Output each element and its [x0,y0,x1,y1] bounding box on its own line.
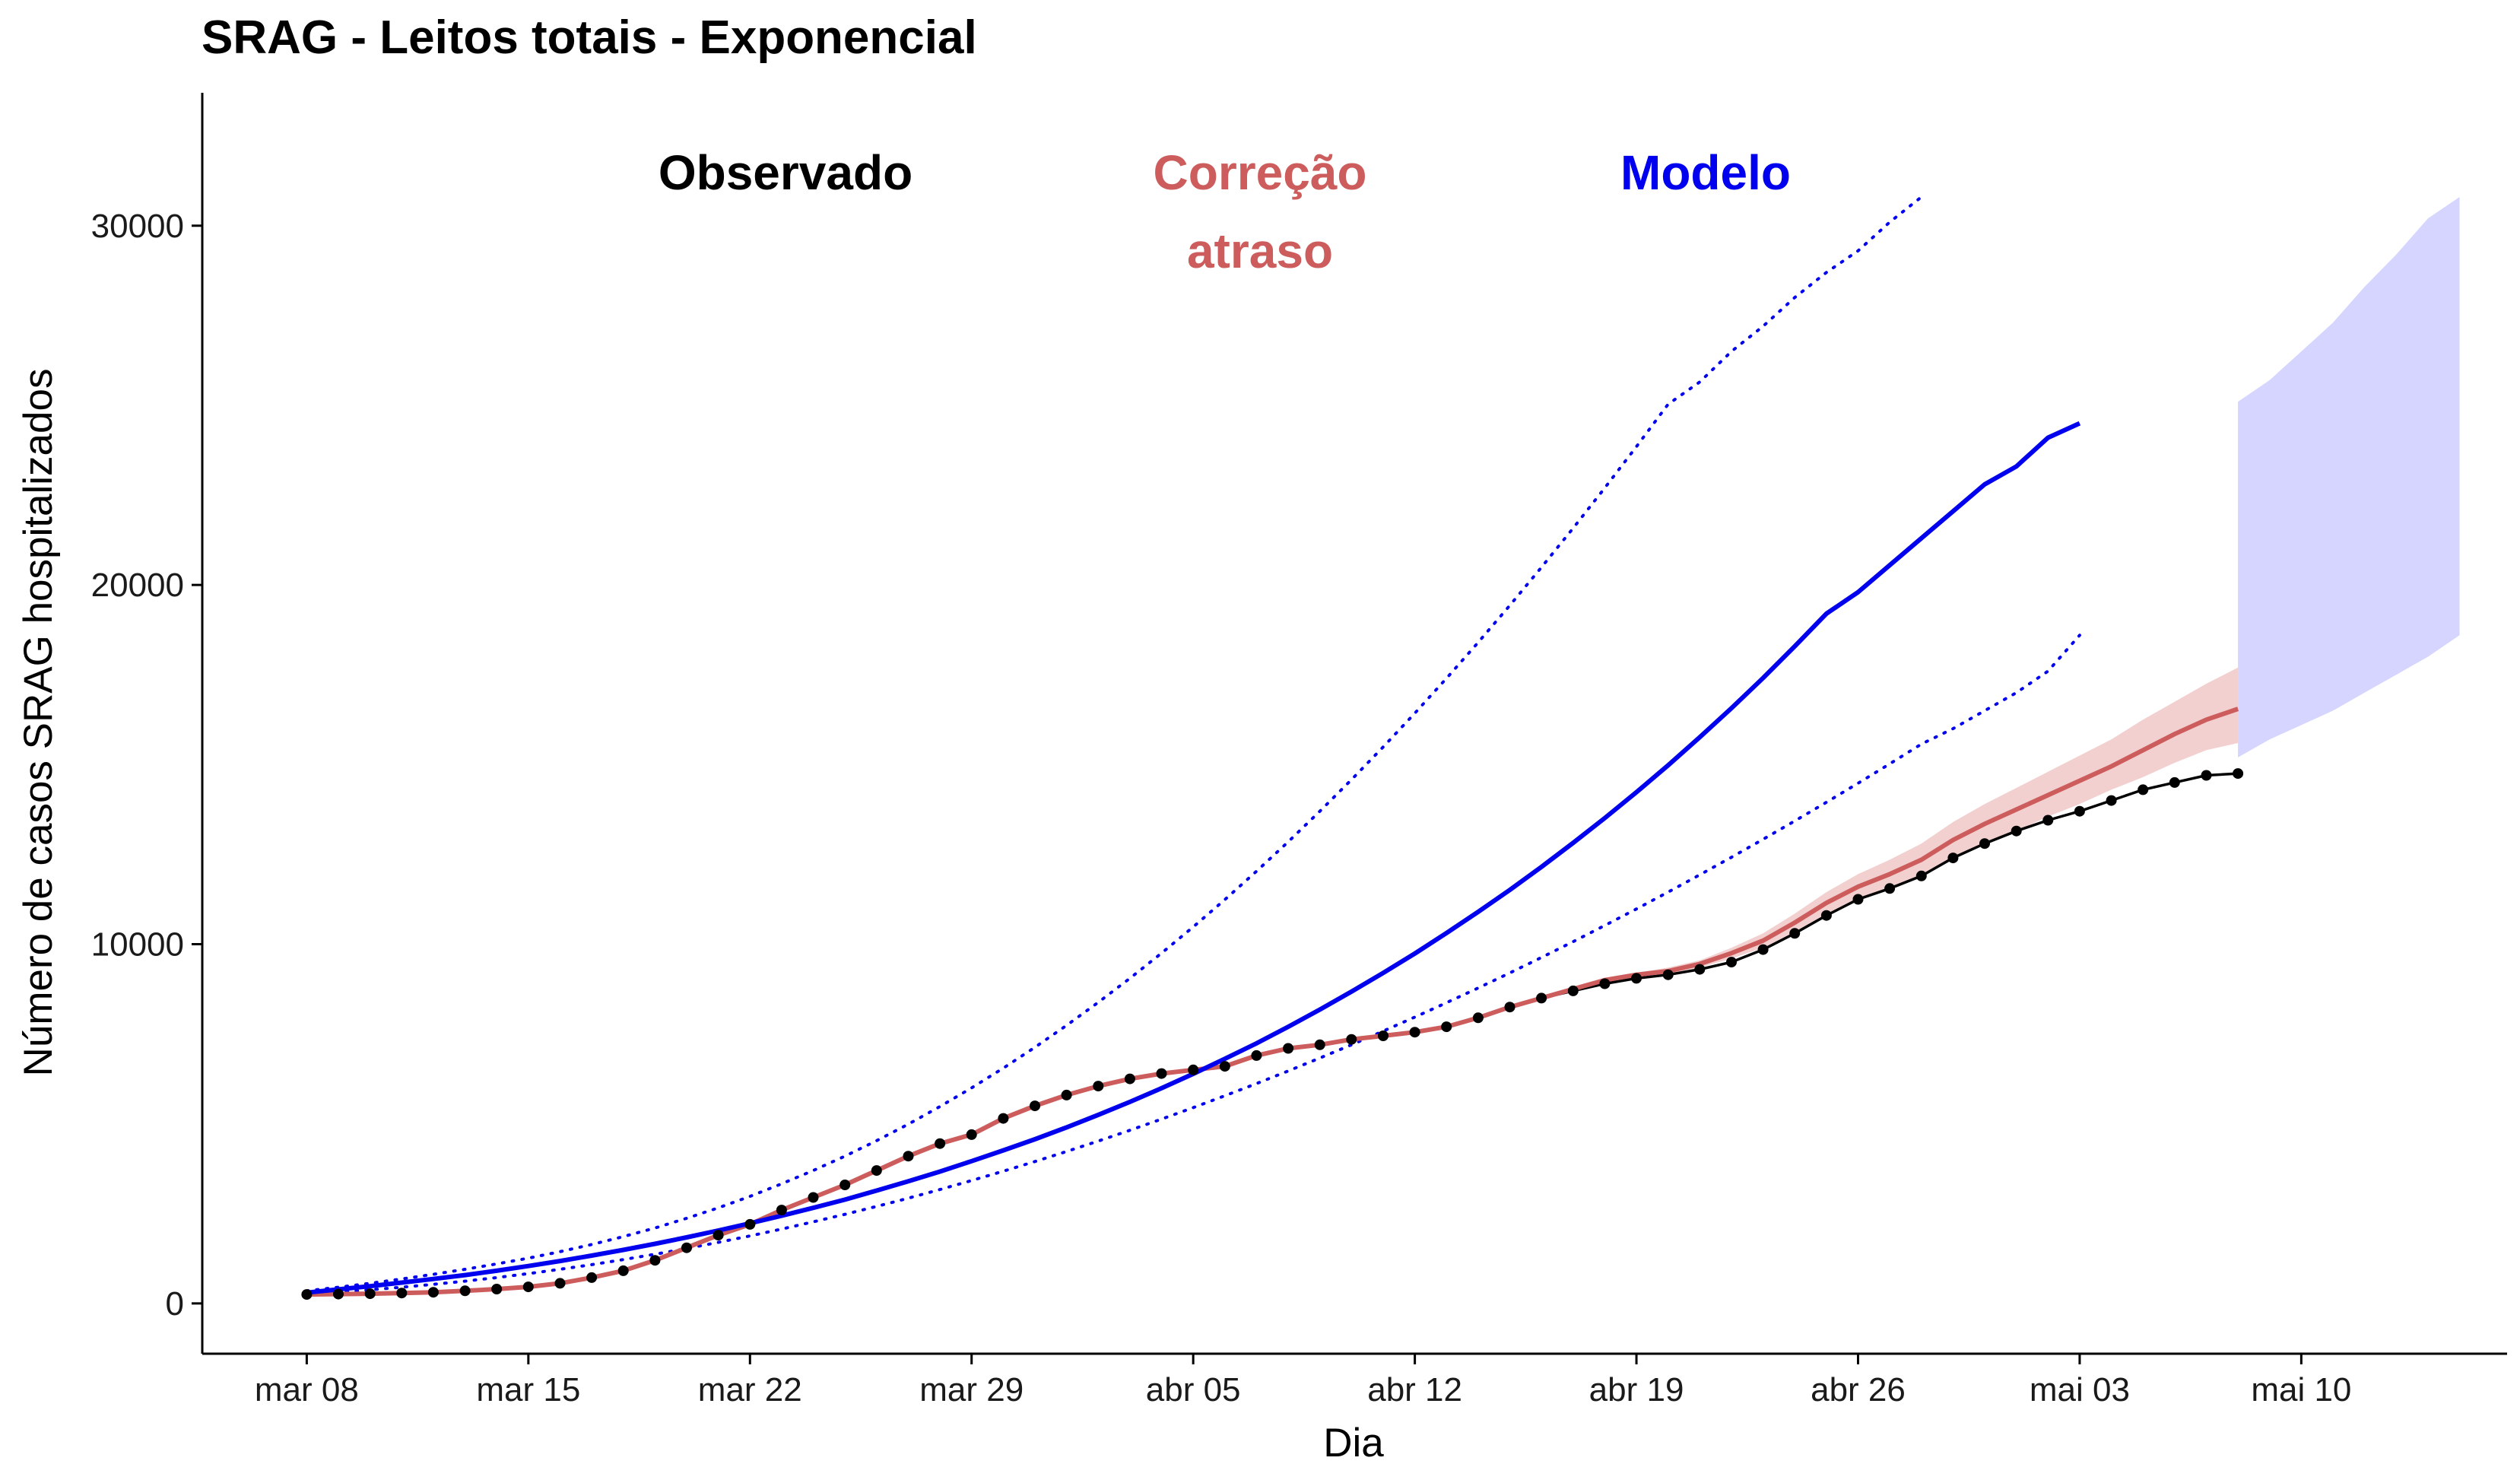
observado-point [1789,928,1801,939]
legend-label-observado: Observado [659,145,912,200]
observado-point [1504,1002,1515,1013]
observado-point [1124,1073,1135,1084]
observado-point [2169,776,2180,788]
observado-point [2233,768,2244,780]
observado-point [2106,795,2117,806]
modelo-line [306,421,2081,1295]
observado-point [459,1285,471,1297]
observado-point [1030,1100,1040,1112]
observado-point [1631,973,1642,984]
observado-point [1378,1030,1389,1041]
observado-point [427,1287,439,1298]
observado-point [1979,838,1990,849]
x-tick-label: mar 22 [698,1371,802,1408]
modelo-upper-line [305,195,1923,1293]
correcao-band [306,667,2239,1295]
x-ticks: mar 08 mar 15 mar 22 mar 29 abr 05 abr 12 abr … [255,1354,2351,1408]
observado-point [1694,964,1706,975]
observado-point [1726,957,1737,968]
observado-point [396,1288,408,1299]
observado-point [935,1138,946,1149]
legend-label-modelo: Modelo [1620,145,1791,200]
observado-point [1567,985,1579,996]
observado-point [649,1255,661,1266]
observado-point [522,1281,534,1293]
observed-points [301,768,2244,1300]
observado-point [1820,910,1832,921]
y-tick-label: 10000 [91,926,184,964]
legend-label-correcao: Correção [1154,145,1367,200]
observado-point [744,1218,756,1230]
x-tick-label: mar 29 [919,1371,1024,1408]
axes [201,93,2507,1355]
legend-label-correcao: atraso [1187,224,1333,278]
observado-point [333,1288,344,1300]
correcao-line [306,707,2239,1297]
observado-point [1662,969,1674,980]
observado-point [1947,853,1959,864]
observado-point [554,1278,566,1289]
observado-point [776,1205,787,1216]
observado-point [364,1288,376,1300]
modelo-forecast-band [2238,197,2460,757]
observado-point [301,1289,313,1300]
series-lines [305,195,2239,1297]
observado-point [491,1284,503,1294]
observado-point [1852,894,1864,905]
observado-point [1251,1050,1262,1061]
chart-title: SRAG - Leitos totais - Exponencial [202,11,977,64]
observado-point [871,1165,882,1177]
x-tick-label: abr 19 [1589,1371,1684,1408]
y-axis-title: Número de casos SRAG hospitalizados [16,369,61,1077]
legend-annotations: Observado Correção atraso Modelo [659,145,1791,278]
observado-point [1884,883,1896,894]
observado-point [1441,1021,1452,1033]
observado-point [586,1272,598,1283]
observado-point [1314,1039,1325,1050]
observado-point [808,1192,819,1203]
observado-point [839,1180,851,1190]
confidence-bands [306,197,2460,1295]
observado-point [2201,770,2212,781]
modelo-lower-line [305,634,2081,1297]
observado-point [1061,1089,1072,1100]
observado-point [903,1151,914,1162]
observado-point [1472,1012,1484,1024]
observado-point [713,1230,724,1241]
observado-point [998,1113,1009,1124]
y-ticks: 0 10000 20000 30000 [91,208,202,1323]
x-axis-title: Dia [1323,1421,1384,1466]
observado-point [2042,815,2054,826]
observado-point [1757,944,1769,955]
observado-point [1219,1061,1230,1072]
observado-point [1156,1068,1167,1079]
observado-point [2138,784,2149,795]
observado-point [1915,870,1927,881]
y-tick-label: 20000 [91,567,184,604]
x-tick-label: abr 12 [1367,1371,1462,1408]
observado-point [1599,978,1611,989]
observado-point [1409,1027,1420,1038]
observado-point [1346,1034,1357,1045]
observado-point [1536,992,1547,1004]
x-tick-label: mar 15 [476,1371,580,1408]
observado-point [681,1242,692,1253]
observado-point [617,1265,629,1276]
observado-point [1283,1043,1294,1054]
x-tick-label: mai 03 [2030,1371,2130,1408]
observado-point [966,1129,977,1140]
x-tick-label: mar 08 [255,1371,359,1408]
x-tick-label: abr 26 [1811,1371,1906,1408]
observado-point [2011,825,2022,837]
y-tick-label: 0 [166,1285,184,1323]
x-tick-label: abr 05 [1146,1371,1241,1408]
observado-point [1093,1081,1104,1092]
observado-point [1188,1064,1199,1075]
x-tick-label: mai 10 [2251,1371,2351,1408]
y-tick-label: 30000 [91,208,184,245]
observado-point [2074,805,2085,817]
